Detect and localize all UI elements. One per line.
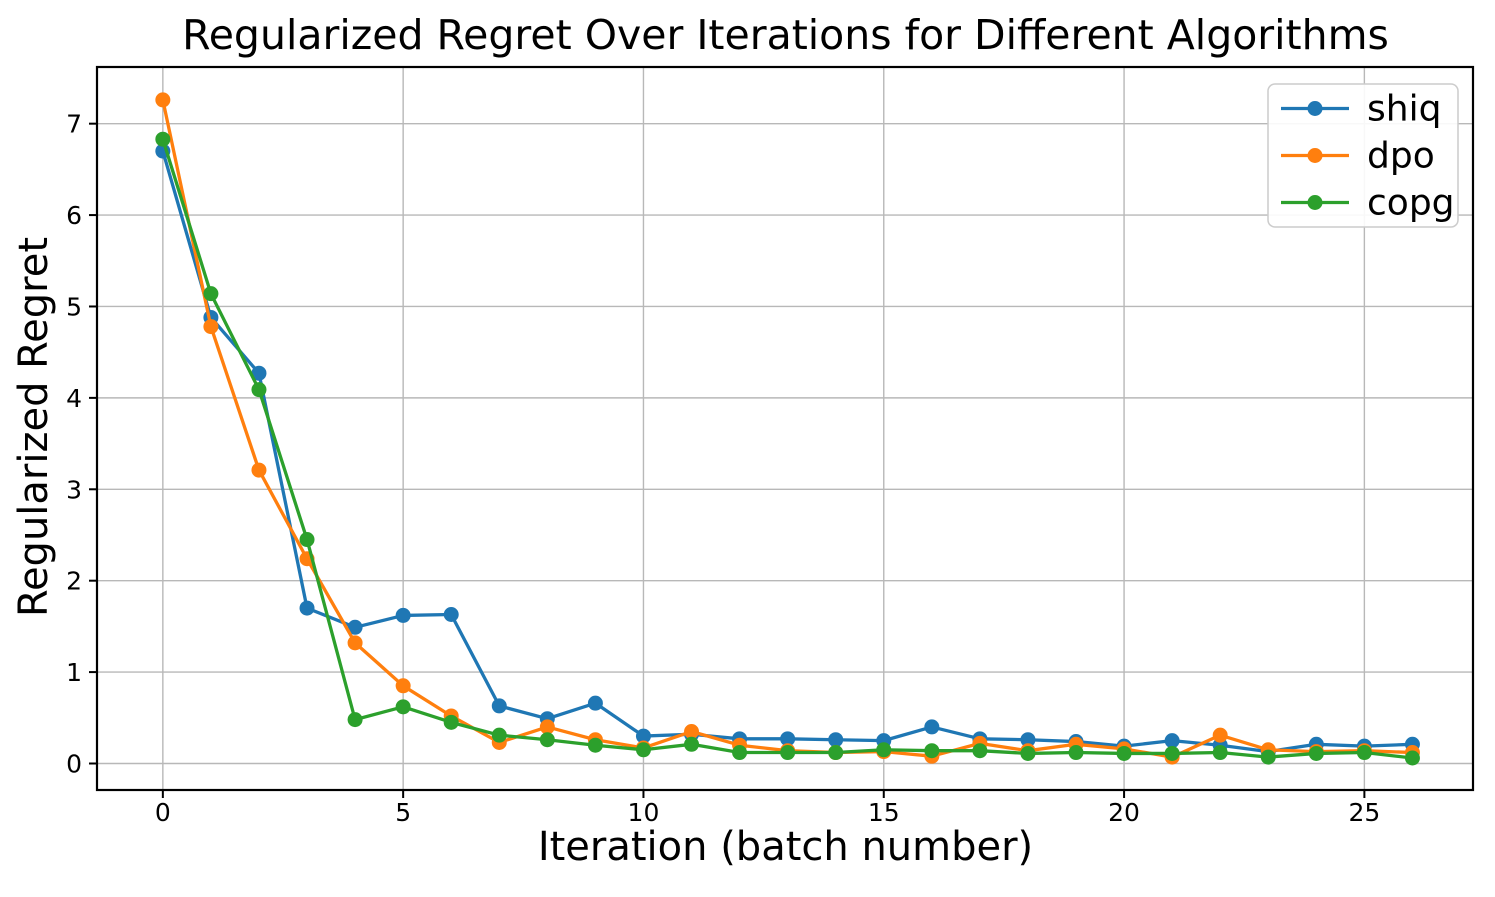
x-tick-label: 25 (1348, 798, 1380, 827)
x-tick-label: 5 (395, 798, 411, 827)
data-point-copg (1404, 750, 1420, 766)
data-point-shiq (491, 698, 507, 714)
data-point-copg (251, 382, 267, 398)
data-point-copg (732, 745, 748, 761)
y-tick-label: 4 (66, 384, 82, 413)
series-dpo (155, 92, 1420, 765)
data-point-copg (972, 743, 988, 759)
data-point-copg (443, 714, 459, 730)
data-point-dpo (203, 319, 219, 335)
data-point-dpo (155, 92, 171, 108)
legend-item-dpo: dpo (1281, 136, 1435, 177)
y-tick-label: 1 (66, 658, 82, 687)
x-tick-label: 10 (628, 798, 660, 827)
series-line-copg (161, 138, 1413, 760)
x-tick-label: 0 (155, 798, 171, 827)
axes-frame (95, 65, 1475, 792)
tick-labels: 0 5 10 15 20 25 0 1 2 3 4 5 6 7 (66, 110, 1380, 827)
legend-sample-marker (1307, 195, 1323, 210)
y-tick-label: 0 (66, 749, 82, 778)
tick-marks (89, 122, 1366, 798)
legend-label-dpo: dpo (1367, 136, 1435, 177)
x-tick-label: 20 (1108, 798, 1140, 827)
data-point-shiq (395, 607, 411, 623)
data-point-copg (1116, 745, 1132, 761)
data-point-copg (539, 732, 555, 748)
y-tick-label: 2 (66, 567, 82, 596)
data-point-copg (635, 742, 651, 758)
legend-item-shiq: shiq (1281, 89, 1441, 130)
legend-sample-marker (1307, 148, 1323, 163)
legend-item-copg: copg (1281, 183, 1455, 224)
data-point-copg (1356, 745, 1372, 761)
data-point-shiq (780, 731, 796, 747)
y-tick-label: 3 (66, 475, 82, 504)
data-point-copg (347, 712, 363, 728)
data-point-copg (1164, 745, 1180, 761)
y-axis-label: Regularized Regret (11, 236, 57, 618)
data-point-shiq (1164, 733, 1180, 749)
legend: shiq dpo copg (1267, 83, 1459, 228)
data-point-shiq (299, 600, 315, 616)
legend-sample-marker (1307, 101, 1323, 116)
series-copg (155, 131, 1420, 766)
chart-title: Regularized Regret Over Iterations for D… (182, 11, 1389, 59)
data-point-copg (1068, 745, 1084, 761)
data-point-shiq (828, 732, 844, 748)
data-point-copg (587, 737, 603, 753)
data-point-copg (491, 727, 507, 743)
data-point-copg (155, 131, 171, 147)
data-point-dpo (1212, 727, 1228, 743)
data-point-copg (1260, 749, 1276, 765)
data-point-copg (1020, 745, 1036, 761)
data-point-dpo (395, 678, 411, 694)
legend-box (1267, 83, 1459, 228)
data-point-copg (876, 742, 892, 758)
y-tick-label: 5 (66, 292, 82, 321)
legend-label-shiq: shiq (1367, 89, 1441, 130)
data-point-copg (828, 745, 844, 761)
series-line-shiq (161, 150, 1413, 754)
data-point-copg (924, 743, 940, 759)
data-point-copg (780, 745, 796, 761)
data-point-dpo (347, 635, 363, 651)
data-point-dpo (251, 462, 267, 478)
data-point-copg (395, 699, 411, 715)
data-point-copg (1308, 745, 1324, 761)
x-axis-label: Iteration (batch number) (537, 824, 1034, 870)
data-point-dpo (684, 724, 700, 740)
data-point-shiq (587, 695, 603, 711)
data-point-shiq (635, 728, 651, 744)
gridlines (97, 67, 1473, 790)
data-point-shiq (251, 365, 267, 381)
data-point-shiq (347, 619, 363, 635)
legend-label-copg: copg (1367, 183, 1455, 224)
data-point-dpo (539, 719, 555, 735)
x-tick-label: 15 (868, 798, 900, 827)
series-line-dpo (161, 99, 1413, 759)
data-point-copg (684, 736, 700, 752)
data-point-shiq (1020, 732, 1036, 748)
data-point-copg (299, 532, 315, 548)
data-point-shiq (924, 719, 940, 735)
data-point-shiq (443, 607, 459, 623)
data-point-copg (203, 286, 219, 302)
y-tick-label: 7 (66, 110, 82, 139)
series-shiq (155, 143, 1420, 760)
data-point-copg (1212, 745, 1228, 761)
y-tick-label: 6 (66, 201, 82, 230)
